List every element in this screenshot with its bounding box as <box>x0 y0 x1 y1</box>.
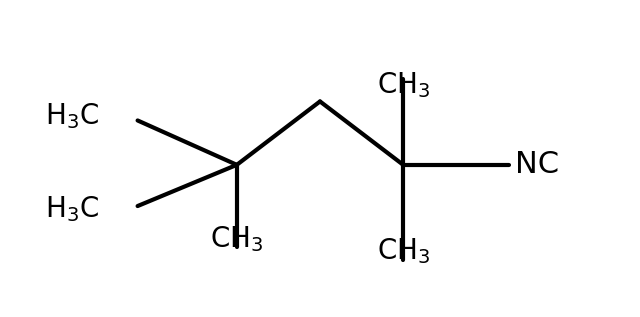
Text: CH$_3$: CH$_3$ <box>376 236 430 266</box>
Text: CH$_3$: CH$_3$ <box>210 224 264 254</box>
Text: NC: NC <box>515 150 559 179</box>
Text: CH$_3$: CH$_3$ <box>376 70 430 100</box>
Text: H$_3$C: H$_3$C <box>45 101 99 131</box>
Text: H$_3$C: H$_3$C <box>45 194 99 224</box>
